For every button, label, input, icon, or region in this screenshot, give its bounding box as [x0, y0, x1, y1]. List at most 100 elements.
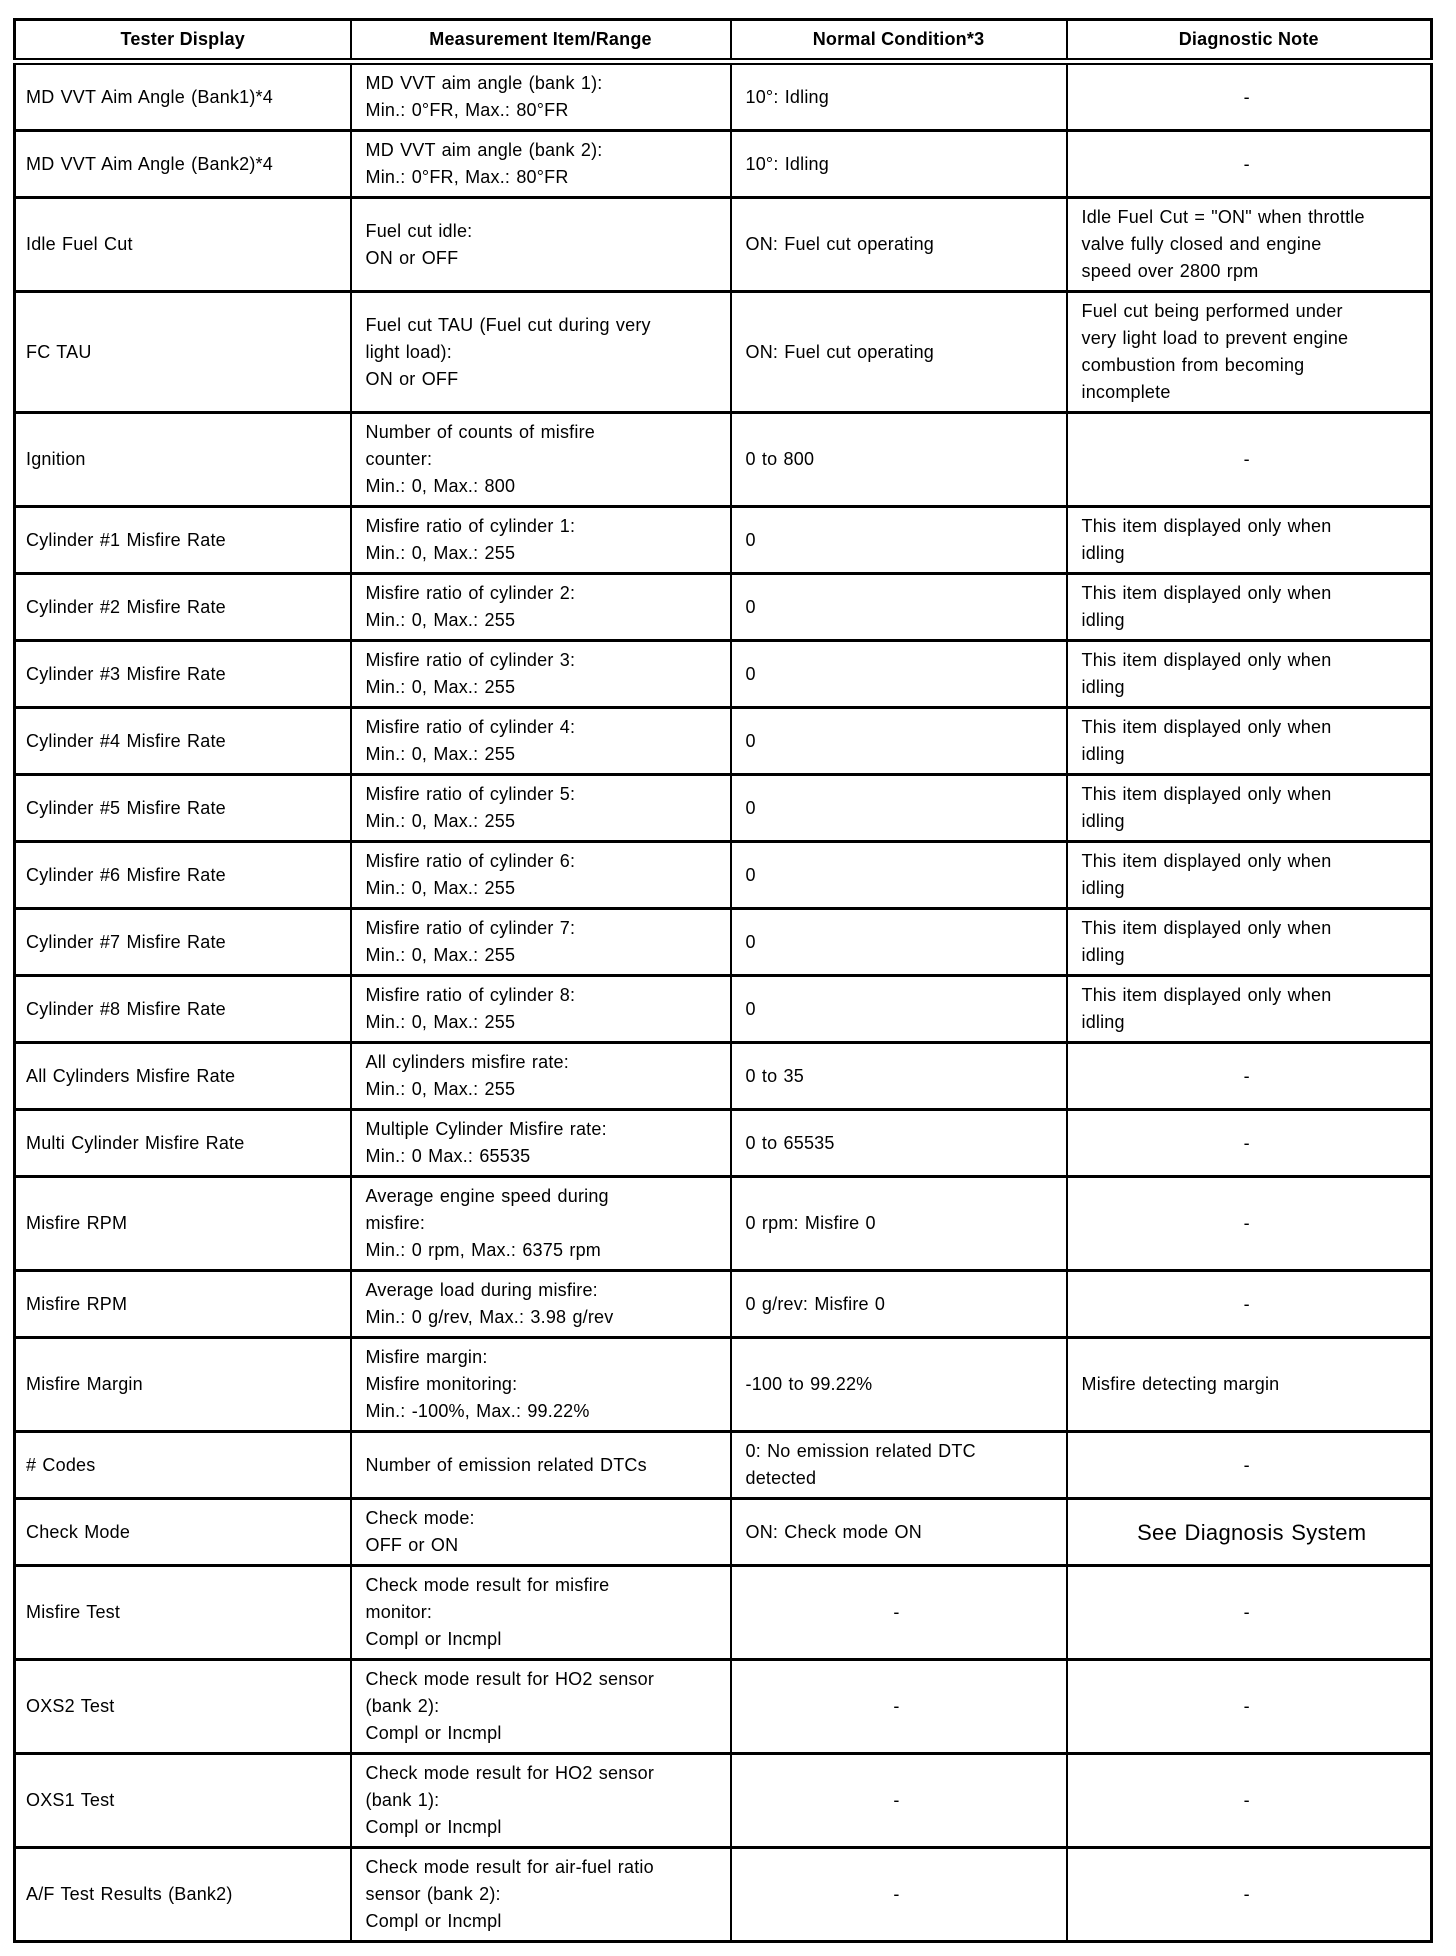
- tester-display-cell: FC TAU: [13, 290, 351, 413]
- diagnostic-note-cell: -: [1065, 129, 1432, 198]
- diagnostic-note-cell: -: [1065, 1430, 1432, 1499]
- measurement-cell: Average load during misfire: Min.: 0 g/r…: [349, 1269, 731, 1338]
- normal-condition-cell: ON: Check mode ON: [729, 1497, 1067, 1566]
- measurement-cell: Misfire margin: Misfire monitoring: Min.…: [349, 1336, 731, 1432]
- measurement-cell: Misfire ratio of cylinder 8: Min.: 0, Ma…: [349, 974, 731, 1043]
- table-row: Check Mode Check mode: OFF or ON ON: Check…: [13, 1497, 1432, 1566]
- diagnostic-note-cell: This item displayed only when idling: [1065, 773, 1432, 842]
- normal-condition-cell: 0: [729, 639, 1067, 708]
- measurement-cell: Number of counts of misfire counter: Min…: [349, 411, 731, 507]
- normal-condition-cell: 0 to 35: [729, 1041, 1067, 1110]
- diagnostic-note-cell: This item displayed only when idling: [1065, 706, 1432, 775]
- tester-display-cell: Cylinder #2 Misfire Rate: [13, 572, 351, 641]
- measurement-cell: Misfire ratio of cylinder 5: Min.: 0, Ma…: [349, 773, 731, 842]
- tester-display-cell: Misfire RPM: [13, 1269, 351, 1338]
- diagnostic-note-cell: -: [1065, 1041, 1432, 1110]
- tester-display-cell: Misfire Test: [13, 1564, 351, 1660]
- tester-display-cell: Cylinder #3 Misfire Rate: [13, 639, 351, 708]
- measurement-cell: MD VVT aim angle (bank 1): Min.: 0°FR, M…: [349, 60, 731, 131]
- diagnostic-data-table: Tester Display Measurement Item/Range No…: [13, 18, 1433, 1943]
- diagnostic-note-cell: -: [1065, 1752, 1432, 1848]
- diagnostic-note-cell: This item displayed only when idling: [1065, 505, 1432, 574]
- normal-condition-cell: 0: [729, 706, 1067, 775]
- table-header-row: Tester Display Measurement Item/Range No…: [13, 19, 1432, 65]
- table-row: MD VVT Aim Angle (Bank1)*4 MD VVT aim ang…: [13, 60, 1432, 131]
- table-row: Cylinder #3 Misfire Rate Misfire ratio of…: [13, 639, 1432, 708]
- normal-condition-cell: 0 to 65535: [729, 1108, 1067, 1177]
- measurement-cell: All cylinders misfire rate: Min.: 0, Max…: [349, 1041, 731, 1110]
- normal-condition-cell: 0 rpm: Misfire 0: [729, 1175, 1067, 1271]
- diagnostic-note-cell: This item displayed only when idling: [1065, 639, 1432, 708]
- tester-display-cell: Cylinder #4 Misfire Rate: [13, 706, 351, 775]
- normal-condition-cell: ON: Fuel cut operating: [729, 290, 1067, 413]
- normal-condition-cell: ON: Fuel cut operating: [729, 196, 1067, 292]
- measurement-cell: Misfire ratio of cylinder 7: Min.: 0, Ma…: [349, 907, 731, 976]
- table-row: A/F Test Results (Bank2) Check mode resul…: [13, 1846, 1432, 1942]
- tester-display-cell: Ignition: [13, 411, 351, 507]
- diagnostic-note-cell: This item displayed only when idling: [1065, 840, 1432, 909]
- normal-condition-cell: 0: [729, 505, 1067, 574]
- normal-condition-cell: 0: [729, 907, 1067, 976]
- table-row: Misfire RPM Average load during misfire: …: [13, 1269, 1432, 1338]
- tester-display-cell: Cylinder #1 Misfire Rate: [13, 505, 351, 574]
- tester-display-cell: Misfire Margin: [13, 1336, 351, 1432]
- measurement-cell: Average engine speed during misfire: Min…: [349, 1175, 731, 1271]
- col-header-normal-condition: Normal Condition*3: [729, 19, 1067, 65]
- diagnostic-note-cell: -: [1065, 1846, 1432, 1942]
- diagnostic-note-cell: -: [1065, 60, 1432, 131]
- normal-condition-cell: 0: [729, 572, 1067, 641]
- diagnostic-note-cell: -: [1065, 1108, 1432, 1177]
- normal-condition-cell: 10°: Idling: [729, 129, 1067, 198]
- table-row: Cylinder #1 Misfire Rate Misfire ratio of…: [13, 505, 1432, 574]
- diagnostic-note-cell: Idle Fuel Cut = "ON" when throttle valve…: [1065, 196, 1432, 292]
- tester-display-cell: Cylinder #7 Misfire Rate: [13, 907, 351, 976]
- normal-condition-cell: 0: [729, 840, 1067, 909]
- diagnostic-note-cell: Misfire detecting margin: [1065, 1336, 1432, 1432]
- normal-condition-cell: -: [729, 1564, 1067, 1660]
- normal-condition-cell: 0: [729, 974, 1067, 1043]
- table-row: Ignition Number of counts of misfire coun…: [13, 411, 1432, 507]
- tester-display-cell: Cylinder #6 Misfire Rate: [13, 840, 351, 909]
- col-header-measurement-item-range: Measurement Item/Range: [349, 19, 731, 65]
- table-row: Misfire RPM Average engine speed during m…: [13, 1175, 1432, 1271]
- normal-condition-cell: 0: [729, 773, 1067, 842]
- normal-condition-cell: 10°: Idling: [729, 60, 1067, 131]
- table-row: Cylinder #4 Misfire Rate Misfire ratio of…: [13, 706, 1432, 775]
- measurement-cell: Check mode result for HO2 sensor (bank 2…: [349, 1658, 731, 1754]
- table-body: MD VVT Aim Angle (Bank1)*4 MD VVT aim ang…: [13, 60, 1432, 1942]
- normal-condition-cell: -: [729, 1658, 1067, 1754]
- tester-display-cell: MD VVT Aim Angle (Bank1)*4: [13, 60, 351, 131]
- table-row: Misfire Margin Misfire margin: Misfire mo…: [13, 1336, 1432, 1432]
- measurement-cell: MD VVT aim angle (bank 2): Min.: 0°FR, M…: [349, 129, 731, 198]
- diagnostic-note-cell: -: [1065, 411, 1432, 507]
- normal-condition-cell: -: [729, 1846, 1067, 1942]
- diagnostic-note-cell: -: [1065, 1175, 1432, 1271]
- table-row: Cylinder #7 Misfire Rate Misfire ratio of…: [13, 907, 1432, 976]
- tester-display-cell: Cylinder #5 Misfire Rate: [13, 773, 351, 842]
- diagnostic-note-cell: -: [1065, 1564, 1432, 1660]
- table-row: Misfire Test Check mode result for misfir…: [13, 1564, 1432, 1660]
- diagnostic-note-cell: See Diagnosis System: [1065, 1497, 1432, 1566]
- table-row: OXS2 Test Check mode result for HO2 senso…: [13, 1658, 1432, 1754]
- tester-display-cell: # Codes: [13, 1430, 351, 1499]
- col-header-diagnostic-note: Diagnostic Note: [1065, 19, 1432, 65]
- table-row: Idle Fuel Cut Fuel cut idle: ON or OFF ON:…: [13, 196, 1432, 292]
- diagnostic-note-cell: This item displayed only when idling: [1065, 974, 1432, 1043]
- measurement-cell: Check mode result for misfire monitor: C…: [349, 1564, 731, 1660]
- diagnostic-note-cell: -: [1065, 1269, 1432, 1338]
- tester-display-cell: All Cylinders Misfire Rate: [13, 1041, 351, 1110]
- diagnostic-note-cell: This item displayed only when idling: [1065, 572, 1432, 641]
- measurement-cell: Fuel cut idle: ON or OFF: [349, 196, 731, 292]
- tester-display-cell: A/F Test Results (Bank2): [13, 1846, 351, 1942]
- normal-condition-cell: -: [729, 1752, 1067, 1848]
- normal-condition-cell: 0 to 800: [729, 411, 1067, 507]
- diagnostic-note-cell: This item displayed only when idling: [1065, 907, 1432, 976]
- measurement-cell: Fuel cut TAU (Fuel cut during very light…: [349, 290, 731, 413]
- table-row: Cylinder #5 Misfire Rate Misfire ratio of…: [13, 773, 1432, 842]
- measurement-cell: Misfire ratio of cylinder 1: Min.: 0, Ma…: [349, 505, 731, 574]
- measurement-cell: Check mode: OFF or ON: [349, 1497, 731, 1566]
- tester-display-cell: Misfire RPM: [13, 1175, 351, 1271]
- tester-display-cell: MD VVT Aim Angle (Bank2)*4: [13, 129, 351, 198]
- measurement-cell: Misfire ratio of cylinder 3: Min.: 0, Ma…: [349, 639, 731, 708]
- normal-condition-cell: 0: No emission related DTC detected: [729, 1430, 1067, 1499]
